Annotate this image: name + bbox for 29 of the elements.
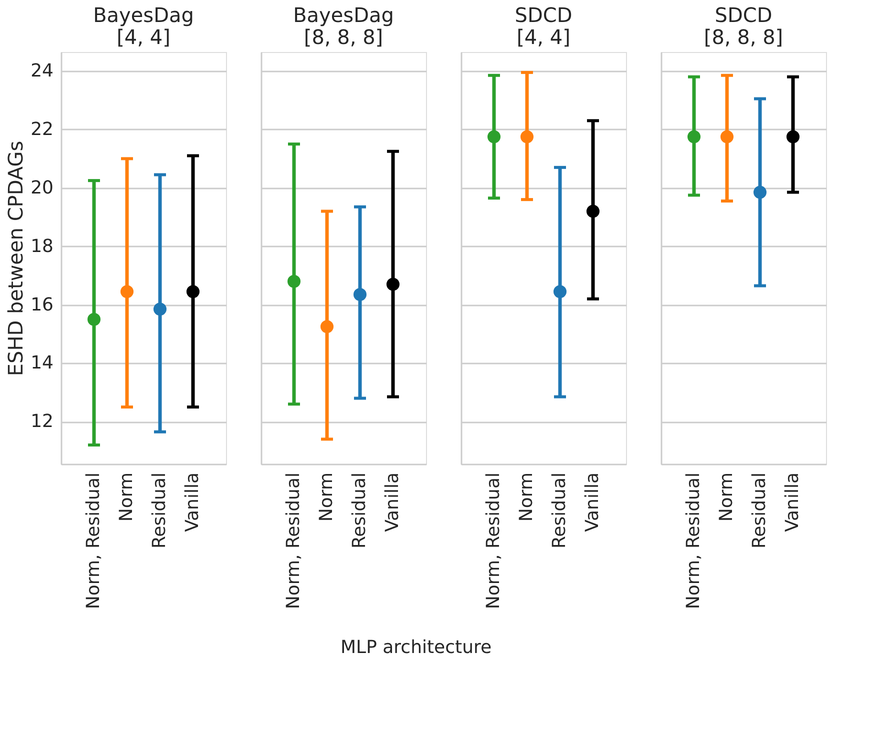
x-tick-label: Norm, Residual [283, 472, 304, 610]
x-tick-label: Vanilla [382, 472, 403, 532]
x-tick-label: Vanilla [782, 472, 803, 532]
x-tick-label: Norm, Residual [83, 472, 104, 610]
x-tick-label: Norm [316, 472, 337, 522]
x-tick-label: Residual [149, 472, 170, 549]
y-tick-label: 14 [30, 352, 54, 374]
x-tick-label: Norm [116, 472, 137, 522]
chart-title: SDCD [4, 4] [514, 3, 572, 49]
x-tick-label: Norm [516, 472, 537, 522]
x-tick-label: Vanilla [182, 472, 203, 532]
y-tick-label: 18 [30, 236, 54, 257]
y-tick-label: 22 [30, 118, 54, 140]
y-tick-label: 24 [30, 60, 54, 82]
x-tick-label: Norm [716, 472, 737, 522]
x-tick-label: Residual [349, 472, 370, 549]
y-tick-label: 16 [30, 294, 54, 316]
y-axis-title: ESHD between CPDAGs [4, 140, 28, 376]
x-tick-label: Residual [549, 472, 570, 549]
y-tick-label: 12 [30, 411, 54, 432]
chart-title: SDCD [8, 8, 8] [704, 3, 784, 49]
x-axis-title: MLP architecture [340, 637, 492, 658]
chart-title: BayesDag [4, 4] [93, 3, 194, 49]
chart-title: BayesDag [8, 8, 8] [293, 3, 394, 49]
y-tick-label: 20 [30, 177, 54, 198]
x-tick-label: Norm, Residual [483, 472, 504, 610]
x-tick-label: Residual [749, 472, 770, 549]
x-tick-label: Vanilla [582, 472, 603, 532]
x-tick-label: Norm, Residual [683, 472, 704, 610]
